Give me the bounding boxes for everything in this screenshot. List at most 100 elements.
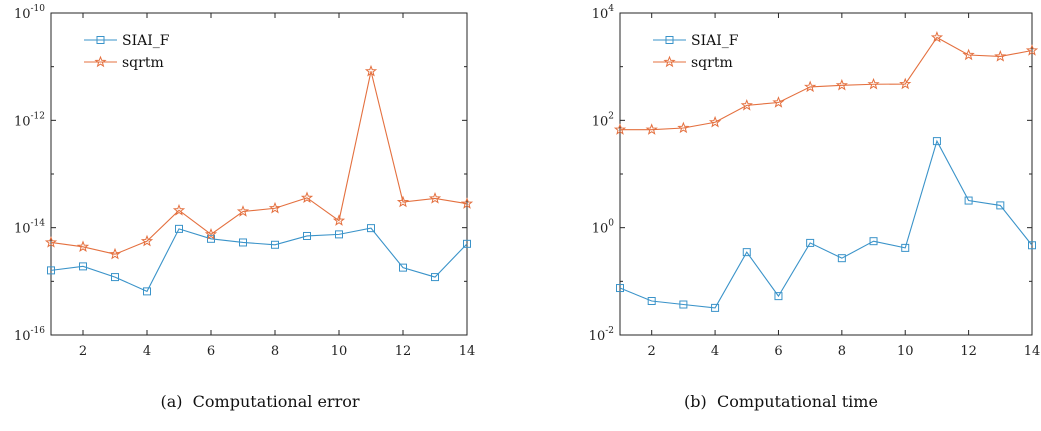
caption-a: (a) Computational error — [0, 392, 520, 411]
data-point-sqrtm — [930, 31, 944, 43]
caption-b: (b) Computational time — [521, 392, 1041, 411]
data-point-siai_f — [111, 273, 119, 282]
legend-label: SIAI_F — [122, 33, 170, 49]
data-point-siai_f — [932, 137, 941, 146]
x-tick-label: 14 — [459, 344, 476, 359]
data-point-sqrtm — [428, 192, 442, 204]
legend-label: sqrtm — [122, 55, 164, 71]
data-point-sqrtm — [899, 77, 912, 90]
legend-marker-square — [665, 36, 674, 44]
series-line-sqrtm — [620, 36, 1033, 131]
legend-marker-square — [96, 36, 105, 44]
data-point-sqrtm — [994, 50, 1007, 62]
y-tick-label: 10-2 — [589, 326, 614, 344]
x-tick-label: 8 — [271, 344, 279, 359]
data-point-siai_f — [837, 254, 846, 263]
data-point-sqrtm — [108, 247, 122, 260]
series-line-sqrtm — [50, 71, 468, 255]
data-point-siai_f — [79, 262, 87, 271]
x-tick-label: 14 — [1024, 344, 1041, 359]
data-point-siai_f — [869, 237, 878, 246]
data-point-siai_f — [175, 224, 183, 233]
legend-marker-star — [94, 55, 107, 68]
x-tick-label: 12 — [960, 344, 977, 359]
data-point-siai_f — [271, 240, 279, 249]
data-point-sqrtm — [332, 214, 346, 226]
caption-b-text: Computational time — [716, 392, 878, 411]
x-tick-label: 4 — [143, 344, 151, 359]
data-point-sqrtm — [740, 98, 753, 111]
y-tick-label: 102 — [592, 111, 614, 129]
data-point-sqrtm — [172, 203, 186, 216]
x-tick-label: 8 — [838, 344, 846, 359]
data-point-siai_f — [1028, 241, 1036, 250]
x-tick-label: 6 — [207, 344, 215, 359]
data-point-sqrtm — [772, 96, 785, 108]
caption-a-tag: (a) — [160, 392, 183, 411]
x-tick-label: 10 — [331, 344, 348, 359]
x-tick-label: 12 — [395, 344, 412, 359]
data-point-sqrtm — [204, 227, 218, 240]
y-tick-label: 10-16 — [14, 326, 45, 344]
data-point-sqrtm — [236, 205, 250, 217]
data-point-siai_f — [806, 238, 815, 247]
data-point-sqrtm — [364, 64, 378, 77]
y-tick-label: 10-12 — [14, 111, 45, 129]
data-point-siai_f — [431, 273, 439, 282]
data-point-siai_f — [774, 292, 783, 301]
data-point-sqrtm — [140, 234, 154, 247]
data-point-sqrtm — [460, 197, 474, 209]
y-tick-label: 10-14 — [14, 219, 45, 237]
data-point-sqrtm — [300, 191, 314, 204]
x-tick-label: 2 — [648, 344, 656, 359]
plot-frame — [50, 12, 468, 336]
y-tick-label: 100 — [592, 219, 615, 237]
data-point-siai_f — [996, 201, 1005, 210]
data-point-sqrtm — [268, 201, 282, 214]
series-line-siai_f — [619, 139, 1033, 309]
data-point-siai_f — [303, 231, 311, 240]
caption-a-text: Computational error — [192, 392, 360, 411]
data-point-siai_f — [399, 263, 407, 272]
data-point-sqrtm — [1025, 44, 1039, 56]
data-point-siai_f — [367, 224, 375, 233]
data-point-sqrtm — [962, 48, 975, 61]
data-point-siai_f — [964, 196, 973, 205]
error-chart: 2 4 6 8 10 12 14 10-16 10-14 10-12 10-10 SIAI_Fsqrt… — [14, 4, 476, 359]
data-point-siai_f — [47, 266, 55, 275]
data-point-sqrtm — [835, 78, 848, 91]
data-point-siai_f — [901, 243, 910, 252]
data-point-sqrtm — [396, 195, 410, 208]
data-point-siai_f — [239, 238, 247, 247]
data-point-sqrtm — [76, 240, 90, 253]
data-point-sqrtm — [708, 115, 722, 128]
data-point-siai_f — [647, 297, 656, 306]
data-point-sqrtm — [44, 236, 58, 248]
x-tick-label: 4 — [711, 344, 719, 359]
data-point-siai_f — [463, 239, 471, 248]
legend-label: sqrtm — [691, 55, 733, 71]
series-line-siai_f — [50, 227, 468, 293]
data-point-sqrtm — [613, 123, 627, 135]
data-point-siai_f — [711, 303, 720, 312]
legend-marker-star — [663, 55, 676, 68]
data-point-sqrtm — [677, 121, 690, 134]
data-point-siai_f — [742, 248, 751, 257]
caption-b-tag: (b) — [684, 392, 707, 411]
x-tick-label: 2 — [79, 344, 87, 359]
data-point-siai_f — [679, 300, 688, 309]
data-point-siai_f — [143, 287, 151, 296]
data-point-sqrtm — [804, 80, 817, 93]
data-point-siai_f — [616, 284, 624, 293]
data-point-sqrtm — [645, 123, 658, 135]
x-tick-label: 10 — [897, 344, 914, 359]
chart-panel-time: 2 4 6 8 10 12 14 10-2 100 102 104 SIAI_F sqrtm (b) C… — [521, 0, 1041, 431]
data-point-sqrtm — [867, 77, 880, 90]
y-tick-label: 104 — [592, 4, 615, 22]
y-tick-label: 10-10 — [14, 4, 45, 22]
plot-frame — [619, 12, 1033, 336]
data-point-siai_f — [335, 230, 343, 239]
x-tick-label: 6 — [774, 344, 782, 359]
